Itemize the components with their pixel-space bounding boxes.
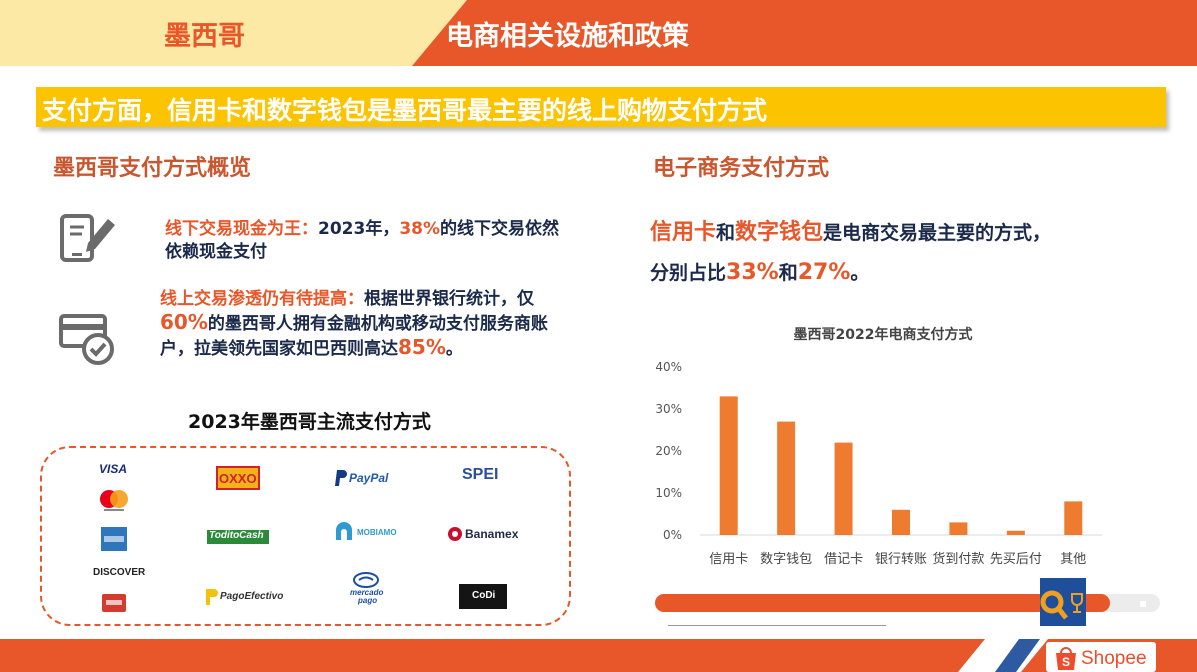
y-tick-label: 0% [663,528,682,542]
card-check-icon [59,314,114,365]
bar-0 [719,396,738,535]
credit-card-share: 33% [726,260,779,285]
x-tick-label: 数字钱包 [760,552,812,567]
mobiamo-icon [336,522,352,540]
bar-3 [892,509,910,535]
x-tick-label: 其他 [1060,552,1086,567]
bar-2 [834,442,853,535]
banamex-icon [448,527,462,541]
conj-2: 和 [778,262,798,284]
online-paragraph: 线上交易渗透仍有待提高：根据世界银行统计，仅 60%的墨西哥人拥有金融机构或移动支… [160,288,560,361]
codi-logo: CoDi [459,584,507,609]
bank-card-logo [102,594,126,612]
x-tick-label: 信用卡 [709,552,748,567]
right-summary-line-2: 分别占比33%和27%。 [650,258,869,285]
magnifier-trophy-icon [1040,578,1086,626]
headline-banner: 支付方面，信用卡和数字钱包是墨西哥最主要的线上购物支付方式 [36,87,1166,127]
x-tick-label: 先买后付 [990,552,1042,567]
tablet-pen-icon [60,214,115,262]
payment-logos-title: 2023年墨西哥主流支付方式 [188,411,431,433]
mercadopago-icon [353,572,379,588]
summary-text-2: 分别占比 [650,262,727,284]
y-tick-label: 40% [655,360,682,374]
shopee-brand: Shopee [1081,648,1147,669]
brazil-percent: 85% [398,335,446,359]
credit-card-label: 信用卡 [650,220,717,245]
page-title: 电商相关设施和政策 [446,21,689,52]
summary-text-3: 。 [850,262,870,284]
right-section-title: 电子商务支付方式 [653,156,830,181]
progress-bar [655,594,1160,612]
conj-1: 和 [716,222,736,244]
oxxo-text: OXXO [219,471,257,486]
paypal-logo: PayPal [349,471,389,485]
mercadopago-logo-1: mercado [350,588,384,597]
right-summary-line-1: 信用卡和数字钱包是电商交易最主要的方式， [650,214,1051,246]
svg-text:S: S [1062,655,1070,669]
progress-underline [668,625,886,626]
visa-logo: VISA [99,462,128,476]
left-section-title: 墨西哥支付方式概览 [53,156,252,181]
header-right-band [412,0,1197,66]
bar-1 [777,421,796,535]
discover-logo: DISCOVER [93,567,146,578]
payment-bar-chart: 墨西哥2022年电商支付方式 0% 10% 20% 30% 40% 信用卡 数字钱包 借记卡… [655,326,1102,567]
wallet-label: 数字钱包 [735,220,824,245]
mobiamo-logo: MOBIAMO [357,528,397,537]
x-tick-label: 借记卡 [824,552,863,567]
cash-percent: 38% [399,219,441,239]
mercadopago-logo-2: pago [358,596,378,605]
x-tick-label: 银行转账 [875,552,927,567]
y-tick-label: 20% [655,444,682,458]
wallet-share: 27% [797,260,851,285]
paypal-icon [335,470,347,486]
cash-lead: 线下交易现金为王： [165,219,318,239]
todito-logo: ToditoCash [207,530,269,544]
cash-text-2: 的线下交易依然依赖现金支付 [165,219,560,262]
online-text-1: 根据世界银行统计，仅 [364,289,534,309]
headline-text: 支付方面，信用卡和数字钱包是墨西哥最主要的线上购物支付方式 [42,96,768,125]
header-country: 墨西哥 [164,21,245,52]
bar-4 [949,522,968,535]
bar-5 [1006,530,1025,535]
todito-text: ToditoCash [209,530,264,541]
pagoefectivo-logo: PagoEfectivo [220,591,284,602]
online-percent: 60% [160,310,208,334]
pagoefectivo-icon [206,589,218,605]
summary-text-1: 是电商交易最主要的方式， [823,222,1052,244]
online-lead: 线上交易渗透仍有待提高： [160,289,364,309]
oxxo-logo: OXXO [216,466,260,490]
mastercard-logo [100,490,128,511]
payment-logos-box [40,446,571,626]
x-tick-label: 货到付款 [932,551,984,567]
shopee-bag-icon: S [1056,647,1076,670]
online-text-3: 。 [445,339,463,359]
header-left-band [0,0,470,66]
progress-dot [1140,601,1146,607]
bar-6 [1064,501,1083,535]
spei-logo: SPEI [462,466,499,483]
codi-text: CoDi [472,590,496,601]
chart-title: 墨西哥2022年电商支付方式 [794,326,973,343]
cash-text-1: 2023年， [318,219,400,239]
progress-fill [655,594,1110,612]
cash-paragraph: 线下交易现金为王：2023年，38%的线下交易依然依赖现金支付 [165,218,565,264]
banamex-logo: Banamex [465,527,519,541]
online-text-2: 的墨西哥人拥有金融机构或移动支付服务商账户，拉美领先国家如巴西则高达 [160,314,548,359]
y-tick-label: 10% [655,486,682,500]
y-tick-label: 30% [655,402,682,416]
amex-logo [101,527,127,551]
